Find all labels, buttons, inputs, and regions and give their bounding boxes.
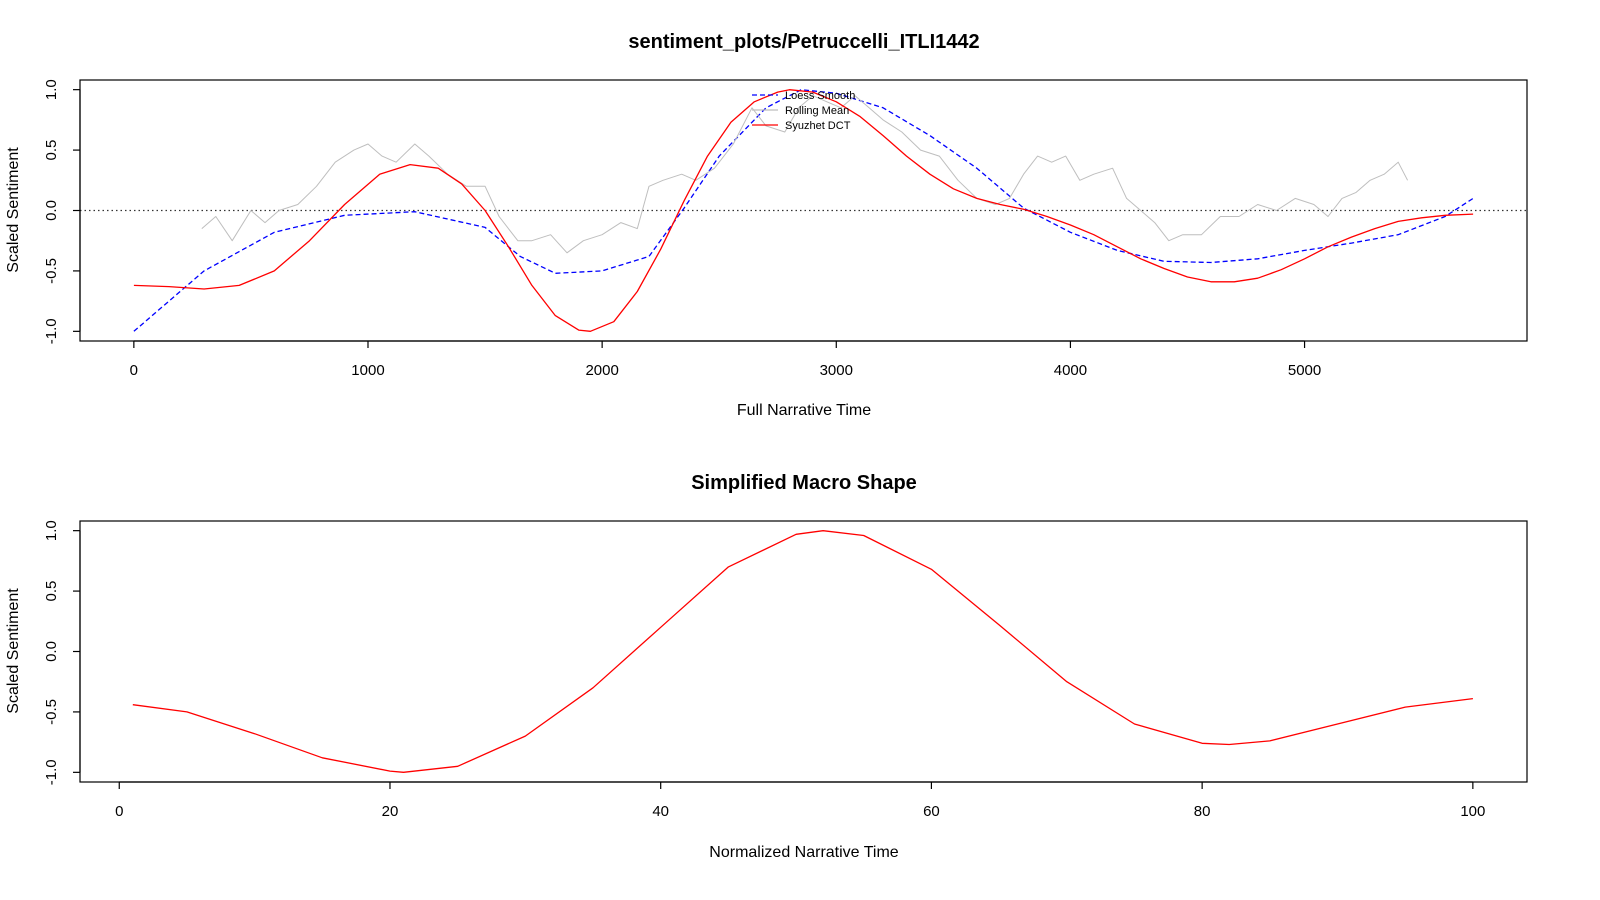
bottom-plot-frame [79,520,1528,783]
legend-label: Syuzhet DCT [785,120,851,132]
y-tick-label: 0.0 [43,200,60,221]
y-tick-label: 0.0 [43,641,60,662]
y-tick-label: -1.0 [43,759,60,785]
bottom-y-axis-label: Scaled Sentiment [5,588,22,714]
x-tick-label: 5000 [1288,362,1321,379]
x-tick-label: 60 [923,803,940,820]
x-tick-label: 80 [1194,803,1211,820]
x-tick-label: 2000 [585,362,618,379]
x-tick-label: 4000 [1054,362,1087,379]
series-line-loess-smooth [133,89,1474,332]
series-line-macro-shape [132,530,1473,773]
x-tick-label: 3000 [820,362,853,379]
top-panel: sentiment_plots/Petruccelli_ITLI1442 0 10… [5,31,1528,419]
top-chart-title: sentiment_plots/Petruccelli_ITLI1442 [628,31,979,53]
legend-label: Rolling Mean [785,105,849,117]
x-tick-label: 20 [382,803,399,820]
top-y-axis-label: Scaled Sentiment [5,147,22,273]
y-tick-label: 0.5 [43,140,60,161]
bottom-panel: Simplified Macro Shape 0 20 40 60 80 100 -1.0… [5,472,1528,861]
y-tick-label: 1.0 [43,520,60,541]
y-tick-label: -0.5 [43,699,60,725]
y-tick-label: -1.0 [43,318,60,344]
y-tick-label: 1.0 [43,79,60,100]
bottom-chart-title: Simplified Macro Shape [691,472,917,494]
bottom-x-axis-label: Normalized Narrative Time [709,844,898,861]
y-tick-label: 0.5 [43,581,60,602]
top-legend: Loess Smooth Rolling Mean Syuzhet DCT [752,90,855,132]
top-x-axis-label: Full Narrative Time [737,402,871,419]
x-tick-label: 0 [115,803,123,820]
x-tick-label: 100 [1460,803,1485,820]
x-tick-label: 40 [652,803,669,820]
legend-label: Loess Smooth [785,90,855,102]
x-tick-label: 1000 [351,362,384,379]
y-tick-label: -0.5 [43,258,60,284]
x-tick-label: 0 [130,362,138,379]
series-line-rolling-mean [201,95,1409,254]
series-line-syuzhet-dct [133,89,1474,332]
